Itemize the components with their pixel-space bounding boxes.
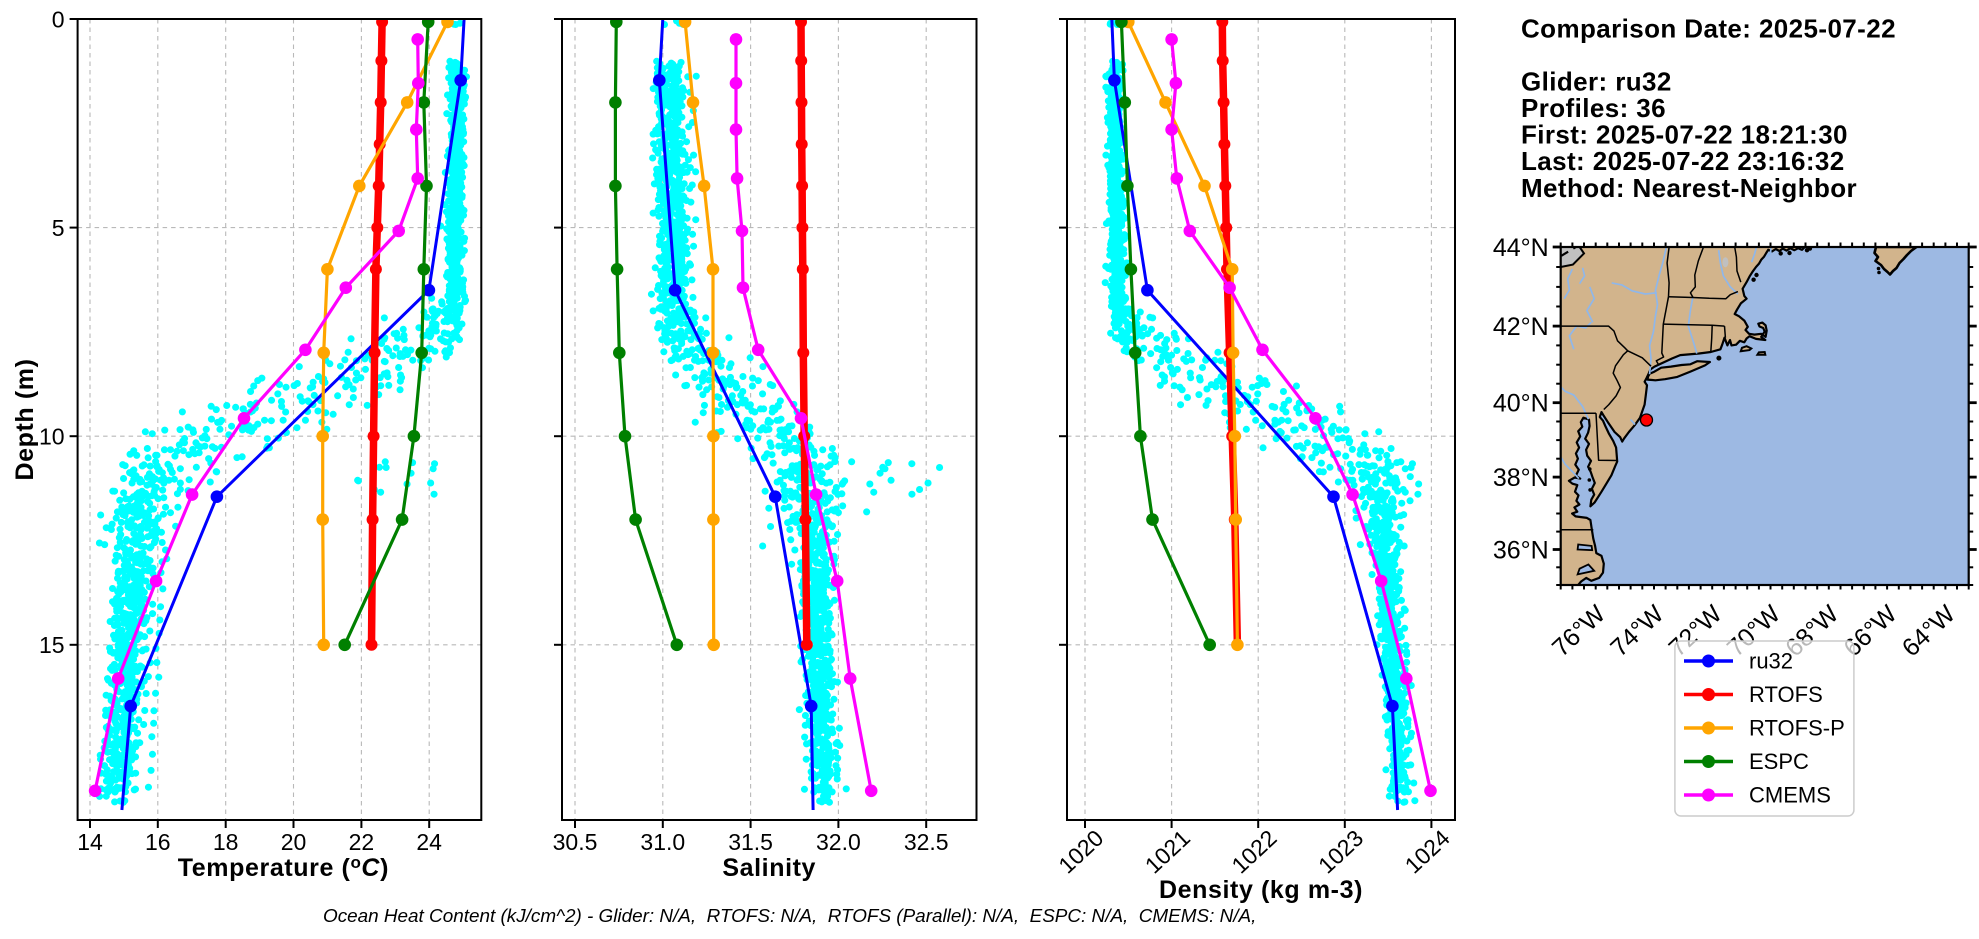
svg-text:31.0: 31.0 — [640, 829, 685, 855]
svg-text:ESPC: ESPC — [1749, 749, 1809, 774]
svg-text:10: 10 — [39, 424, 65, 450]
svg-text:18: 18 — [213, 829, 239, 855]
svg-text:RTOFS-P: RTOFS-P — [1749, 716, 1845, 741]
svg-text:20: 20 — [281, 829, 307, 855]
svg-text:40°N: 40°N — [1493, 390, 1549, 418]
svg-text:Last: 2025-07-22 23:16:32: Last: 2025-07-22 23:16:32 — [1521, 146, 1845, 176]
svg-text:38°N: 38°N — [1493, 464, 1549, 492]
svg-text:14: 14 — [77, 829, 103, 855]
svg-text:Depth (m): Depth (m) — [11, 358, 39, 480]
svg-text:24: 24 — [416, 829, 442, 855]
svg-text:32.0: 32.0 — [816, 829, 861, 855]
svg-text:Ocean Heat Content (kJ/cm^2) -: Ocean Heat Content (kJ/cm^2) - Glider: N… — [323, 906, 1256, 927]
svg-text:0: 0 — [52, 6, 65, 32]
svg-text:First: 2025-07-22 18:21:30: First: 2025-07-22 18:21:30 — [1521, 120, 1848, 150]
svg-text:22: 22 — [349, 829, 375, 855]
svg-text:30.5: 30.5 — [553, 829, 598, 855]
svg-text:ru32: ru32 — [1749, 649, 1793, 674]
svg-text:15: 15 — [39, 632, 65, 658]
svg-text:42°N: 42°N — [1493, 313, 1549, 341]
svg-text:Density (kg m-3): Density (kg m-3) — [1159, 876, 1363, 904]
svg-text:44°N: 44°N — [1493, 234, 1549, 262]
svg-text:Comparison Date: 2025-07-22: Comparison Date: 2025-07-22 — [1521, 14, 1896, 44]
svg-text:16: 16 — [145, 829, 171, 855]
svg-text:Salinity: Salinity — [722, 854, 816, 882]
svg-text:Method: Nearest-Neighbor: Method: Nearest-Neighbor — [1521, 173, 1857, 203]
svg-text:RTOFS: RTOFS — [1749, 682, 1823, 707]
svg-text:36°N: 36°N — [1493, 537, 1549, 565]
svg-text:Glider: ru32: Glider: ru32 — [1521, 66, 1672, 96]
svg-text:5: 5 — [52, 215, 65, 241]
svg-text:31.5: 31.5 — [728, 829, 773, 855]
svg-text:32.5: 32.5 — [904, 829, 949, 855]
svg-text:CMEMS: CMEMS — [1749, 783, 1831, 808]
svg-text:Profiles: 36: Profiles: 36 — [1521, 93, 1666, 123]
